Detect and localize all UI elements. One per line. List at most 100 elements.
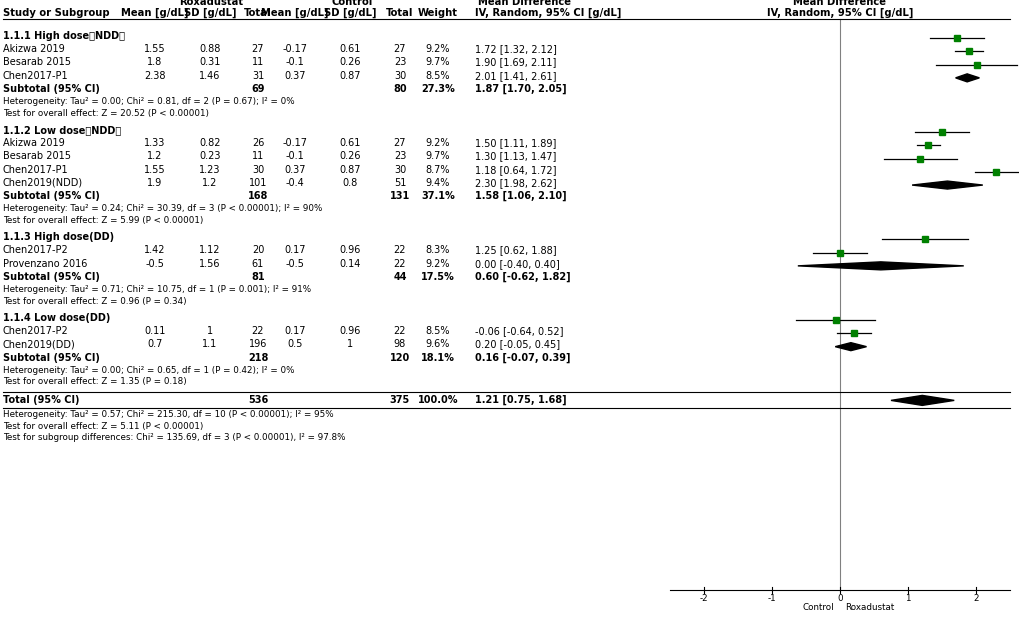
Text: 0.7: 0.7 bbox=[147, 339, 162, 349]
Text: 1: 1 bbox=[207, 326, 213, 336]
Text: 536: 536 bbox=[248, 395, 268, 405]
Text: 30: 30 bbox=[393, 164, 406, 174]
Text: 1.30 [1.13, 1.47]: 1.30 [1.13, 1.47] bbox=[475, 151, 555, 161]
Text: 18.1%: 18.1% bbox=[421, 352, 454, 362]
Text: 0.61: 0.61 bbox=[339, 138, 361, 148]
Text: 0.87: 0.87 bbox=[339, 164, 361, 174]
Text: 131: 131 bbox=[389, 191, 410, 201]
Text: 98: 98 bbox=[393, 339, 406, 349]
Polygon shape bbox=[835, 342, 866, 351]
Text: 1.1.3 High dose(DD): 1.1.3 High dose(DD) bbox=[3, 232, 114, 242]
Text: 1.9: 1.9 bbox=[147, 177, 162, 187]
Text: 0.5: 0.5 bbox=[287, 339, 303, 349]
Text: 375: 375 bbox=[389, 395, 410, 405]
Text: 168: 168 bbox=[248, 191, 268, 201]
Text: 218: 218 bbox=[248, 352, 268, 362]
Text: Test for overall effect: Z = 5.11 (P < 0.00001): Test for overall effect: Z = 5.11 (P < 0… bbox=[3, 421, 203, 431]
Text: Total: Total bbox=[386, 8, 414, 18]
Text: 1.55: 1.55 bbox=[144, 164, 166, 174]
Text: 1.56: 1.56 bbox=[199, 259, 220, 269]
Text: Mean Difference: Mean Difference bbox=[478, 0, 571, 7]
Text: Weight: Weight bbox=[418, 8, 458, 18]
Text: 9.2%: 9.2% bbox=[425, 259, 449, 269]
Text: 1.72 [1.32, 2.12]: 1.72 [1.32, 2.12] bbox=[475, 44, 556, 54]
Text: 196: 196 bbox=[249, 339, 267, 349]
Text: Heterogeneity: Tau² = 0.24; Chi² = 30.39, df = 3 (P < 0.00001); I² = 90%: Heterogeneity: Tau² = 0.24; Chi² = 30.39… bbox=[3, 204, 322, 213]
Text: 8.5%: 8.5% bbox=[425, 71, 449, 81]
Text: Mean [g/dL]: Mean [g/dL] bbox=[121, 8, 189, 18]
Text: IV, Random, 95% CI [g/dL]: IV, Random, 95% CI [g/dL] bbox=[475, 8, 621, 18]
Text: 2.38: 2.38 bbox=[144, 71, 165, 81]
Text: Test for overall effect: Z = 1.35 (P = 0.18): Test for overall effect: Z = 1.35 (P = 0… bbox=[3, 378, 186, 386]
Text: Subtotal (95% CI): Subtotal (95% CI) bbox=[3, 352, 100, 362]
Text: 44: 44 bbox=[393, 272, 407, 282]
Text: Chen2019(NDD): Chen2019(NDD) bbox=[3, 177, 83, 187]
Text: 27.3%: 27.3% bbox=[421, 84, 454, 94]
Text: -0.17: -0.17 bbox=[282, 138, 307, 148]
Text: Besarab 2015: Besarab 2015 bbox=[3, 151, 71, 161]
Text: 1.1.1 High dose（NDD）: 1.1.1 High dose（NDD） bbox=[3, 31, 125, 41]
Text: 0.37: 0.37 bbox=[284, 71, 306, 81]
Text: 1.58 [1.06, 2.10]: 1.58 [1.06, 2.10] bbox=[475, 191, 567, 201]
Text: 1.42: 1.42 bbox=[144, 246, 165, 256]
Text: 81: 81 bbox=[251, 272, 265, 282]
Text: Provenzano 2016: Provenzano 2016 bbox=[3, 259, 88, 269]
Text: Subtotal (95% CI): Subtotal (95% CI) bbox=[3, 84, 100, 94]
Text: 9.4%: 9.4% bbox=[425, 177, 449, 187]
Text: 17.5%: 17.5% bbox=[421, 272, 454, 282]
Text: 0.11: 0.11 bbox=[144, 326, 165, 336]
Text: Test for overall effect: Z = 20.52 (P < 0.00001): Test for overall effect: Z = 20.52 (P < … bbox=[3, 109, 209, 118]
Text: 1.55: 1.55 bbox=[144, 44, 166, 54]
Text: 1.21 [0.75, 1.68]: 1.21 [0.75, 1.68] bbox=[475, 395, 567, 405]
Text: 1.46: 1.46 bbox=[199, 71, 220, 81]
Text: 0.31: 0.31 bbox=[199, 58, 220, 68]
Text: Control: Control bbox=[331, 0, 373, 7]
Text: SD [g/dL]: SD [g/dL] bbox=[323, 8, 376, 18]
Text: 8.3%: 8.3% bbox=[425, 246, 449, 256]
Text: 9.6%: 9.6% bbox=[425, 339, 449, 349]
Text: 0.87: 0.87 bbox=[339, 71, 361, 81]
Polygon shape bbox=[911, 181, 982, 189]
Text: Akizwa 2019: Akizwa 2019 bbox=[3, 44, 64, 54]
Text: 20: 20 bbox=[252, 246, 264, 256]
Text: 0.60 [-0.62, 1.82]: 0.60 [-0.62, 1.82] bbox=[475, 272, 570, 282]
Text: IV, Random, 95% CI [g/dL]: IV, Random, 95% CI [g/dL] bbox=[766, 8, 912, 18]
Text: 0.37: 0.37 bbox=[284, 164, 306, 174]
Text: 9.7%: 9.7% bbox=[425, 58, 449, 68]
Text: 0.23: 0.23 bbox=[199, 151, 220, 161]
Text: Roxadustat: Roxadustat bbox=[845, 603, 894, 612]
Text: 1.2: 1.2 bbox=[202, 177, 217, 187]
Text: Chen2019(DD): Chen2019(DD) bbox=[3, 339, 75, 349]
Text: 120: 120 bbox=[389, 352, 410, 362]
Text: 2.30 [1.98, 2.62]: 2.30 [1.98, 2.62] bbox=[475, 177, 556, 187]
Text: Test for overall effect: Z = 5.99 (P < 0.00001): Test for overall effect: Z = 5.99 (P < 0… bbox=[3, 216, 203, 225]
Text: 11: 11 bbox=[252, 58, 264, 68]
Text: 61: 61 bbox=[252, 259, 264, 269]
Text: 1.50 [1.11, 1.89]: 1.50 [1.11, 1.89] bbox=[475, 138, 555, 148]
Text: 1.23: 1.23 bbox=[199, 164, 220, 174]
Text: Akizwa 2019: Akizwa 2019 bbox=[3, 138, 64, 148]
Text: Besarab 2015: Besarab 2015 bbox=[3, 58, 71, 68]
Text: Chen2017-P2: Chen2017-P2 bbox=[3, 326, 68, 336]
Text: 30: 30 bbox=[252, 164, 264, 174]
Text: 1: 1 bbox=[346, 339, 353, 349]
Text: 9.2%: 9.2% bbox=[425, 138, 449, 148]
Text: 9.7%: 9.7% bbox=[425, 151, 449, 161]
Text: 0.17: 0.17 bbox=[284, 246, 306, 256]
Text: 22: 22 bbox=[393, 259, 406, 269]
Text: 1.90 [1.69, 2.11]: 1.90 [1.69, 2.11] bbox=[475, 58, 555, 68]
Text: 23: 23 bbox=[393, 58, 406, 68]
Text: Chen2017-P1: Chen2017-P1 bbox=[3, 164, 68, 174]
Text: 0: 0 bbox=[837, 594, 842, 603]
Text: Total: Total bbox=[245, 8, 271, 18]
Text: 1.12: 1.12 bbox=[199, 246, 220, 256]
Text: 1.1.2 Low dose（NDD）: 1.1.2 Low dose（NDD） bbox=[3, 125, 121, 135]
Text: 9.2%: 9.2% bbox=[425, 44, 449, 54]
Text: 0.16 [-0.07, 0.39]: 0.16 [-0.07, 0.39] bbox=[475, 352, 570, 363]
Text: 101: 101 bbox=[249, 177, 267, 187]
Text: Test for subgroup differences: Chi² = 135.69, df = 3 (P < 0.00001), I² = 97.8%: Test for subgroup differences: Chi² = 13… bbox=[3, 433, 345, 442]
Text: 1.8: 1.8 bbox=[147, 58, 162, 68]
Text: 27: 27 bbox=[252, 44, 264, 54]
Text: 2: 2 bbox=[972, 594, 978, 603]
Text: Subtotal (95% CI): Subtotal (95% CI) bbox=[3, 191, 100, 201]
